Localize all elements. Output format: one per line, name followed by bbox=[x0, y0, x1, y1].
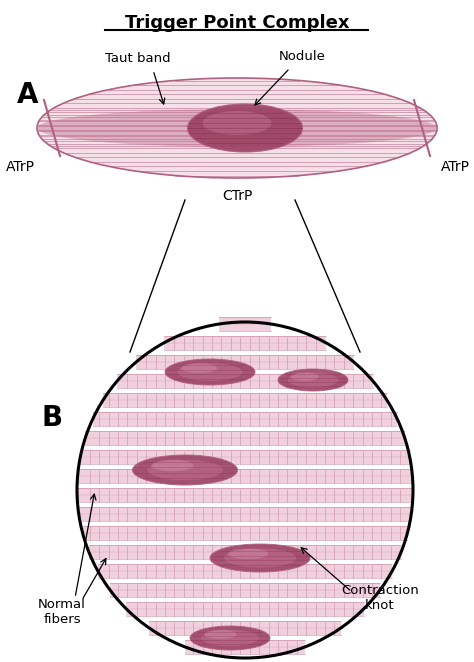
Ellipse shape bbox=[201, 630, 259, 646]
FancyBboxPatch shape bbox=[82, 526, 408, 540]
Text: Nodule: Nodule bbox=[279, 50, 326, 62]
Ellipse shape bbox=[204, 630, 237, 639]
Ellipse shape bbox=[291, 373, 319, 381]
Ellipse shape bbox=[188, 104, 302, 152]
Ellipse shape bbox=[165, 359, 255, 385]
Ellipse shape bbox=[190, 626, 270, 650]
FancyBboxPatch shape bbox=[89, 545, 401, 559]
Text: Trigger Point Complex: Trigger Point Complex bbox=[125, 14, 349, 32]
Text: Contraction
knot: Contraction knot bbox=[341, 584, 419, 612]
Ellipse shape bbox=[202, 111, 272, 135]
FancyBboxPatch shape bbox=[78, 469, 412, 483]
Text: Taut band: Taut band bbox=[105, 52, 171, 64]
Ellipse shape bbox=[133, 455, 237, 485]
Ellipse shape bbox=[181, 363, 217, 373]
Ellipse shape bbox=[151, 460, 193, 471]
FancyBboxPatch shape bbox=[127, 602, 364, 616]
FancyBboxPatch shape bbox=[117, 374, 373, 388]
FancyBboxPatch shape bbox=[164, 336, 326, 350]
Text: B: B bbox=[41, 404, 63, 432]
Ellipse shape bbox=[178, 363, 242, 381]
FancyBboxPatch shape bbox=[98, 564, 392, 578]
Text: A: A bbox=[17, 81, 39, 109]
FancyBboxPatch shape bbox=[85, 431, 405, 445]
FancyBboxPatch shape bbox=[185, 640, 305, 654]
Ellipse shape bbox=[224, 549, 296, 567]
Text: ATrP: ATrP bbox=[6, 160, 35, 174]
Ellipse shape bbox=[278, 369, 348, 391]
Text: CTrP: CTrP bbox=[222, 189, 252, 203]
FancyBboxPatch shape bbox=[110, 583, 380, 597]
FancyBboxPatch shape bbox=[77, 488, 413, 502]
FancyBboxPatch shape bbox=[103, 393, 387, 407]
FancyBboxPatch shape bbox=[93, 412, 397, 426]
Text: ATrP: ATrP bbox=[440, 160, 470, 174]
Circle shape bbox=[77, 322, 413, 658]
Ellipse shape bbox=[288, 373, 338, 387]
FancyBboxPatch shape bbox=[136, 355, 354, 369]
FancyBboxPatch shape bbox=[219, 317, 271, 331]
Text: Normal
fibers: Normal fibers bbox=[38, 598, 86, 626]
FancyBboxPatch shape bbox=[79, 507, 411, 521]
Ellipse shape bbox=[228, 549, 268, 559]
Ellipse shape bbox=[37, 78, 437, 178]
Ellipse shape bbox=[210, 544, 310, 572]
FancyBboxPatch shape bbox=[80, 450, 410, 464]
FancyBboxPatch shape bbox=[149, 621, 341, 635]
Ellipse shape bbox=[147, 460, 223, 480]
Ellipse shape bbox=[37, 109, 437, 147]
